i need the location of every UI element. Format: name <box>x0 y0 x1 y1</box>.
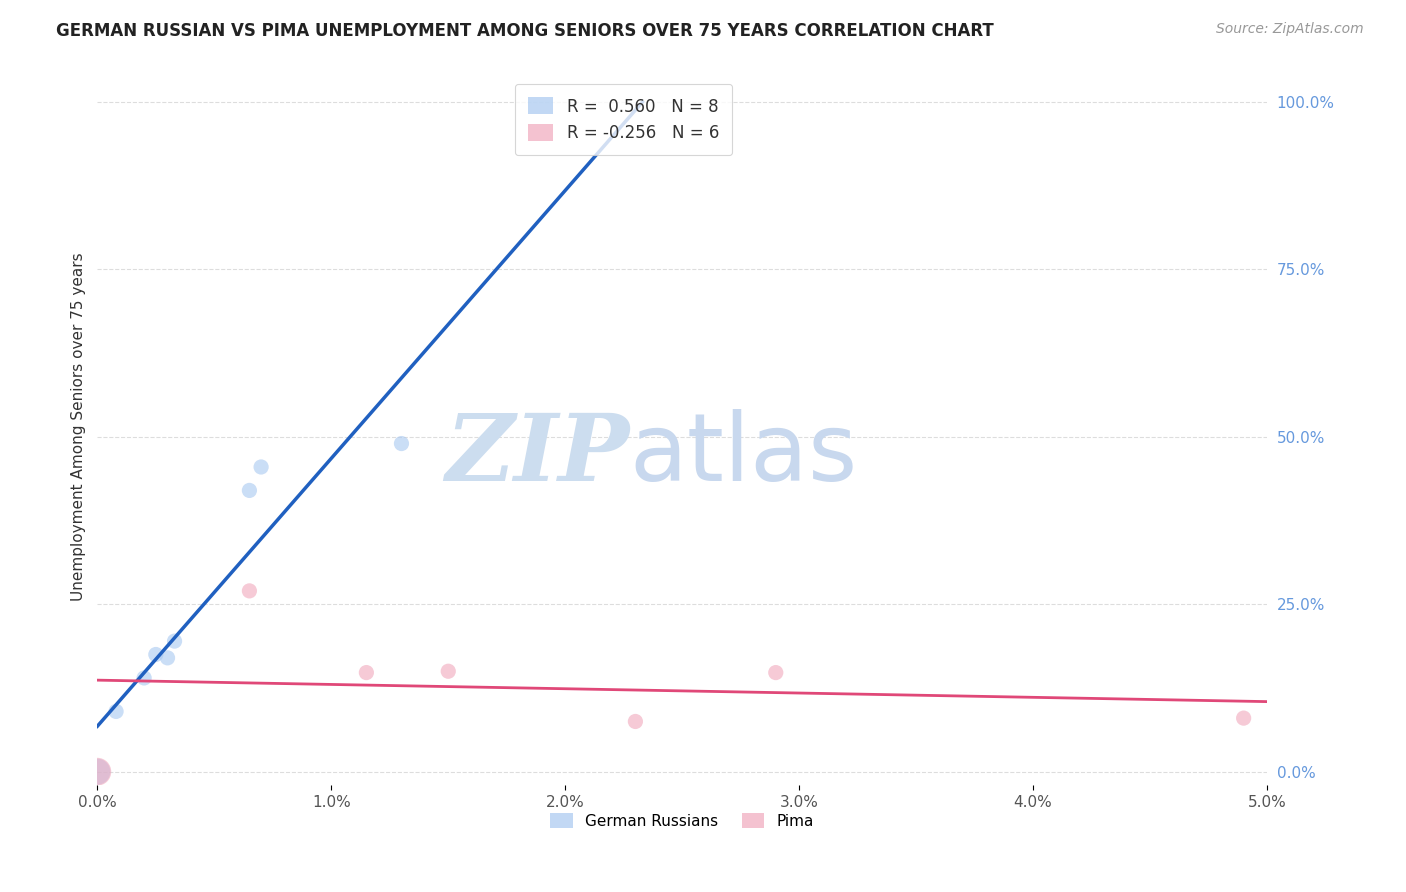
Y-axis label: Unemployment Among Seniors over 75 years: Unemployment Among Seniors over 75 years <box>72 252 86 601</box>
Text: GERMAN RUSSIAN VS PIMA UNEMPLOYMENT AMONG SENIORS OVER 75 YEARS CORRELATION CHAR: GERMAN RUSSIAN VS PIMA UNEMPLOYMENT AMON… <box>56 22 994 40</box>
Point <box>624 714 647 729</box>
Point <box>134 671 156 685</box>
Point <box>356 665 378 680</box>
Point <box>238 483 260 498</box>
Text: Source: ZipAtlas.com: Source: ZipAtlas.com <box>1216 22 1364 37</box>
Point <box>238 583 260 598</box>
Point <box>86 764 108 779</box>
Point <box>163 634 186 648</box>
Point <box>105 705 128 719</box>
Point <box>391 436 413 450</box>
Point <box>156 650 179 665</box>
Point <box>437 665 460 679</box>
Point <box>1233 711 1256 725</box>
Legend: German Russians, Pima: German Russians, Pima <box>544 806 820 835</box>
Text: ZIP: ZIP <box>446 410 630 500</box>
Point <box>145 648 167 662</box>
Text: atlas: atlas <box>630 409 858 501</box>
Point <box>86 764 108 779</box>
Point <box>250 460 273 475</box>
Point <box>765 665 787 680</box>
